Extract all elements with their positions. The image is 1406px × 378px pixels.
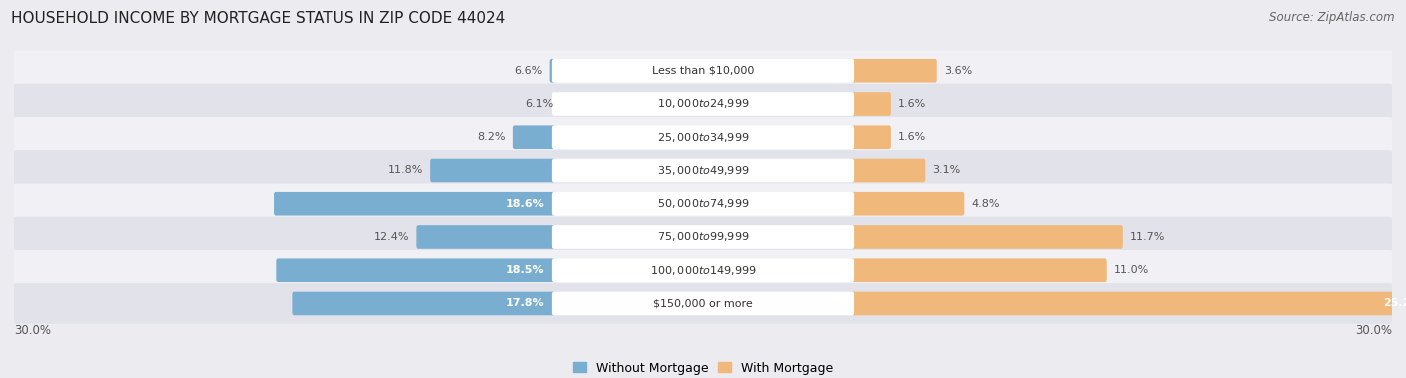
Text: 1.6%: 1.6% bbox=[898, 99, 927, 109]
FancyBboxPatch shape bbox=[553, 125, 853, 149]
FancyBboxPatch shape bbox=[851, 125, 891, 149]
Text: 11.0%: 11.0% bbox=[1114, 265, 1149, 275]
FancyBboxPatch shape bbox=[851, 192, 965, 215]
FancyBboxPatch shape bbox=[13, 183, 1393, 224]
Text: $100,000 to $149,999: $100,000 to $149,999 bbox=[650, 264, 756, 277]
FancyBboxPatch shape bbox=[13, 51, 1393, 91]
Text: 6.1%: 6.1% bbox=[526, 99, 554, 109]
FancyBboxPatch shape bbox=[13, 283, 1393, 324]
Text: 30.0%: 30.0% bbox=[1355, 324, 1392, 337]
FancyBboxPatch shape bbox=[513, 125, 555, 149]
Text: 17.8%: 17.8% bbox=[506, 299, 544, 308]
FancyBboxPatch shape bbox=[851, 92, 891, 116]
FancyBboxPatch shape bbox=[13, 150, 1393, 191]
Text: $25,000 to $34,999: $25,000 to $34,999 bbox=[657, 131, 749, 144]
Text: 8.2%: 8.2% bbox=[477, 132, 506, 142]
FancyBboxPatch shape bbox=[13, 84, 1393, 124]
FancyBboxPatch shape bbox=[553, 59, 853, 82]
FancyBboxPatch shape bbox=[550, 59, 555, 82]
FancyBboxPatch shape bbox=[277, 259, 555, 282]
FancyBboxPatch shape bbox=[553, 292, 853, 315]
FancyBboxPatch shape bbox=[416, 225, 555, 249]
Text: $75,000 to $99,999: $75,000 to $99,999 bbox=[657, 231, 749, 243]
FancyBboxPatch shape bbox=[274, 192, 555, 215]
FancyBboxPatch shape bbox=[13, 117, 1393, 158]
FancyBboxPatch shape bbox=[292, 292, 555, 315]
FancyBboxPatch shape bbox=[13, 217, 1393, 257]
Text: $150,000 or more: $150,000 or more bbox=[654, 299, 752, 308]
Text: 3.6%: 3.6% bbox=[945, 66, 973, 76]
Text: 4.8%: 4.8% bbox=[972, 199, 1000, 209]
Text: 1.6%: 1.6% bbox=[898, 132, 927, 142]
Text: 6.6%: 6.6% bbox=[515, 66, 543, 76]
Text: 25.2%: 25.2% bbox=[1384, 299, 1406, 308]
FancyBboxPatch shape bbox=[553, 92, 853, 116]
Text: $50,000 to $74,999: $50,000 to $74,999 bbox=[657, 197, 749, 210]
FancyBboxPatch shape bbox=[430, 159, 555, 182]
FancyBboxPatch shape bbox=[851, 259, 1107, 282]
FancyBboxPatch shape bbox=[13, 250, 1393, 291]
FancyBboxPatch shape bbox=[553, 159, 853, 182]
FancyBboxPatch shape bbox=[553, 259, 853, 282]
Text: 18.6%: 18.6% bbox=[506, 199, 544, 209]
Text: 30.0%: 30.0% bbox=[14, 324, 51, 337]
Text: Less than $10,000: Less than $10,000 bbox=[652, 66, 754, 76]
Legend: Without Mortgage, With Mortgage: Without Mortgage, With Mortgage bbox=[568, 356, 838, 378]
Text: $10,000 to $24,999: $10,000 to $24,999 bbox=[657, 98, 749, 110]
FancyBboxPatch shape bbox=[851, 225, 1123, 249]
Text: HOUSEHOLD INCOME BY MORTGAGE STATUS IN ZIP CODE 44024: HOUSEHOLD INCOME BY MORTGAGE STATUS IN Z… bbox=[11, 11, 506, 26]
Text: 11.8%: 11.8% bbox=[388, 166, 423, 175]
FancyBboxPatch shape bbox=[553, 225, 853, 249]
FancyBboxPatch shape bbox=[851, 159, 925, 182]
FancyBboxPatch shape bbox=[553, 192, 853, 215]
Text: Source: ZipAtlas.com: Source: ZipAtlas.com bbox=[1270, 11, 1395, 24]
Text: 12.4%: 12.4% bbox=[374, 232, 409, 242]
Text: 3.1%: 3.1% bbox=[932, 166, 960, 175]
FancyBboxPatch shape bbox=[851, 59, 936, 82]
Text: 18.5%: 18.5% bbox=[506, 265, 544, 275]
FancyBboxPatch shape bbox=[851, 292, 1406, 315]
Text: 11.7%: 11.7% bbox=[1130, 232, 1166, 242]
Text: $35,000 to $49,999: $35,000 to $49,999 bbox=[657, 164, 749, 177]
